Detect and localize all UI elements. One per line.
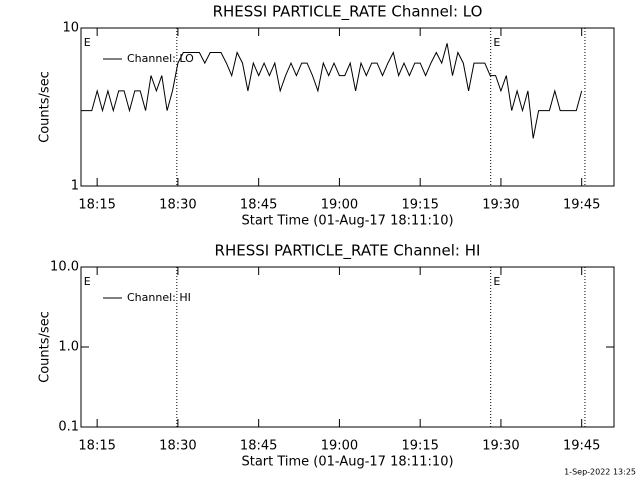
- x-axis-label: Start Time (01-Aug-17 18:11:10): [241, 455, 453, 470]
- x-tick-label: 18:45: [240, 198, 277, 213]
- footer: 1-Sep-2022 13:25: [564, 468, 636, 477]
- x-tick-label: 19:30: [482, 439, 519, 454]
- x-tick-label: 18:15: [78, 439, 115, 454]
- annotation: E: [493, 36, 500, 49]
- y-tick-label: 0.1: [58, 420, 79, 435]
- y-axis-label: Counts/sec: [38, 71, 53, 143]
- annotation: E: [84, 36, 91, 49]
- x-axis-label: Start Time (01-Aug-17 18:11:10): [241, 214, 453, 229]
- x-tick-label: 18:30: [159, 439, 196, 454]
- x-tick-label: 18:15: [78, 198, 115, 213]
- legend-label: Channel: LO: [127, 52, 194, 65]
- x-tick-label: 19:00: [321, 198, 358, 213]
- x-tick-label: 18:45: [240, 439, 277, 454]
- x-tick-label: 19:15: [401, 439, 438, 454]
- chart-title: RHESSI PARTICLE_RATE Channel: HI: [215, 242, 481, 261]
- y-tick-label: 1: [71, 179, 79, 194]
- annotation: E: [493, 275, 500, 288]
- x-tick-label: 19:15: [401, 198, 438, 213]
- y-tick-label: 1.0: [58, 340, 79, 355]
- x-tick-label: 19:45: [563, 439, 600, 454]
- data-line: [81, 43, 583, 139]
- y-tick-label: 10: [62, 21, 79, 36]
- plot-frame: [80, 27, 615, 187]
- x-tick-label: 19:30: [482, 198, 519, 213]
- annotation: E: [84, 275, 91, 288]
- chart-title: RHESSI PARTICLE_RATE Channel: LO: [213, 3, 483, 22]
- legend-label: Channel: HI: [127, 291, 191, 304]
- y-tick-label: 10.0: [50, 260, 79, 275]
- x-tick-label: 19:00: [321, 439, 358, 454]
- x-tick-label: 18:30: [159, 198, 196, 213]
- y-axis-label: Counts/sec: [38, 311, 53, 383]
- x-tick-label: 19:45: [563, 198, 600, 213]
